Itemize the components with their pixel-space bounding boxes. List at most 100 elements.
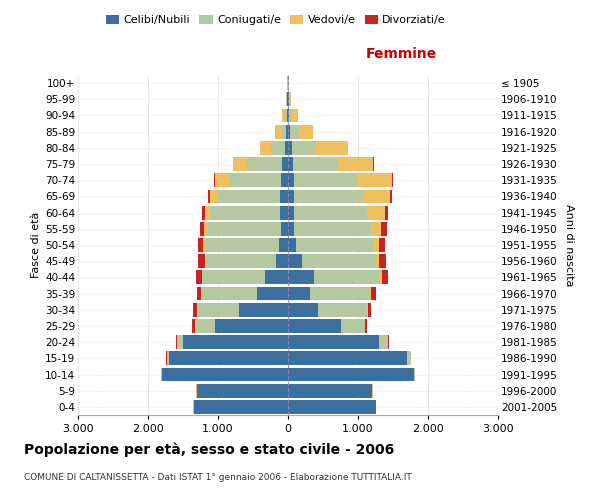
Bar xyxy=(381,222,387,235)
Bar xyxy=(288,141,292,154)
Bar xyxy=(288,254,302,268)
Bar xyxy=(290,125,299,138)
Bar xyxy=(257,286,288,300)
Bar xyxy=(197,286,201,300)
Y-axis label: Anni di nascita: Anni di nascita xyxy=(564,204,574,286)
Bar xyxy=(215,319,288,333)
Bar xyxy=(288,384,372,398)
Bar xyxy=(279,238,288,252)
Bar xyxy=(288,190,293,203)
Bar xyxy=(379,238,385,252)
Bar xyxy=(288,238,296,252)
Bar xyxy=(293,190,364,203)
Bar xyxy=(341,319,365,333)
Bar xyxy=(286,92,287,106)
Bar xyxy=(368,303,371,316)
Bar xyxy=(178,336,183,349)
Bar xyxy=(183,336,288,349)
Bar xyxy=(392,174,393,187)
Bar xyxy=(288,270,314,284)
Bar xyxy=(310,286,370,300)
Bar xyxy=(390,190,392,203)
Bar xyxy=(371,222,381,235)
Bar xyxy=(385,206,388,220)
Bar xyxy=(382,270,388,284)
Bar xyxy=(217,190,280,203)
Bar xyxy=(288,92,289,106)
Bar xyxy=(281,174,288,187)
Bar xyxy=(288,368,414,382)
Bar xyxy=(265,270,288,284)
Y-axis label: Fasce di età: Fasce di età xyxy=(31,212,41,278)
Bar xyxy=(289,92,291,106)
Bar xyxy=(197,303,239,316)
Bar xyxy=(205,238,279,252)
Bar xyxy=(288,400,376,414)
Bar xyxy=(280,206,288,220)
Bar xyxy=(287,92,288,106)
Bar xyxy=(233,157,247,171)
Bar xyxy=(211,206,280,220)
Bar xyxy=(286,125,288,138)
Text: Femmine: Femmine xyxy=(366,48,437,62)
Bar xyxy=(288,352,407,365)
Bar xyxy=(356,174,392,187)
Bar xyxy=(380,270,382,284)
Bar xyxy=(373,238,379,252)
Bar xyxy=(379,336,388,349)
Bar xyxy=(288,125,290,138)
Bar xyxy=(193,319,194,333)
Bar xyxy=(193,303,197,316)
Bar xyxy=(167,352,169,365)
Bar xyxy=(283,157,288,171)
Bar xyxy=(293,222,371,235)
Bar xyxy=(287,108,288,122)
Bar xyxy=(284,108,287,122)
Bar xyxy=(275,125,281,138)
Bar xyxy=(176,336,177,349)
Bar xyxy=(169,352,288,365)
Bar xyxy=(260,141,271,154)
Bar xyxy=(407,352,410,365)
Bar xyxy=(302,254,376,268)
Bar xyxy=(299,125,313,138)
Bar xyxy=(293,174,356,187)
Bar xyxy=(283,108,284,122)
Bar xyxy=(293,206,367,220)
Bar xyxy=(296,238,373,252)
Bar xyxy=(202,206,205,220)
Bar xyxy=(195,319,215,333)
Bar xyxy=(414,368,415,382)
Bar xyxy=(206,254,276,268)
Bar xyxy=(161,368,162,382)
Bar xyxy=(288,222,293,235)
Bar xyxy=(276,254,288,268)
Bar xyxy=(370,286,371,300)
Bar xyxy=(376,254,379,268)
Legend: Celibi/Nubili, Coniugati/e, Vedovi/e, Divorziati/e: Celibi/Nubili, Coniugati/e, Vedovi/e, Di… xyxy=(101,10,451,30)
Bar xyxy=(204,222,208,235)
Bar xyxy=(347,141,348,154)
Bar xyxy=(367,303,368,316)
Bar xyxy=(388,336,389,349)
Bar xyxy=(292,108,298,122)
Bar xyxy=(281,222,288,235)
Bar xyxy=(162,368,288,382)
Bar xyxy=(288,286,310,300)
Bar xyxy=(318,303,367,316)
Bar xyxy=(193,400,288,414)
Bar xyxy=(314,270,380,284)
Bar xyxy=(371,286,376,300)
Bar xyxy=(205,206,211,220)
Bar xyxy=(271,141,284,154)
Bar xyxy=(373,157,374,171)
Bar xyxy=(293,157,338,171)
Bar xyxy=(379,254,386,268)
Bar xyxy=(288,319,341,333)
Bar xyxy=(288,303,318,316)
Bar xyxy=(288,108,289,122)
Bar xyxy=(197,384,288,398)
Bar xyxy=(365,319,367,333)
Bar xyxy=(199,254,205,268)
Bar xyxy=(289,108,292,122)
